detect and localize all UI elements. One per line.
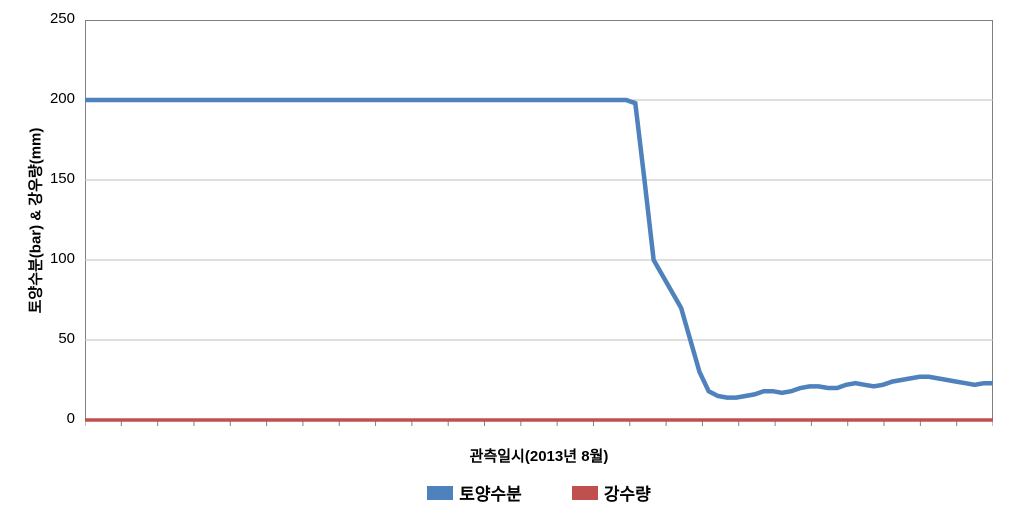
y-tick-250: 250 [40,10,75,27]
legend-item-soil-moisture: 토양수분 [427,480,522,505]
legend: 토양수분 강수량 [85,480,993,505]
y-tick-0: 0 [40,410,75,427]
legend-item-precipitation: 강수량 [572,480,651,505]
legend-swatch-precipitation [572,486,598,500]
chart-container: 토양수분(bar) & 강우량(mm) 0 50 100 150 200 250… [0,0,1012,521]
y-tick-100: 100 [40,250,75,267]
chart-plot [85,20,993,432]
legend-label-soil-moisture: 토양수분 [459,480,522,505]
y-tick-200: 200 [40,90,75,107]
legend-swatch-soil-moisture [427,486,453,500]
legend-label-precipitation: 강수량 [604,480,651,505]
y-axis-label: 토양수분(bar) & 강우량(mm) [25,101,46,341]
x-axis-label: 관측일시(2013년 8월) [85,445,993,466]
y-tick-50: 50 [40,330,75,347]
y-tick-150: 150 [40,170,75,187]
